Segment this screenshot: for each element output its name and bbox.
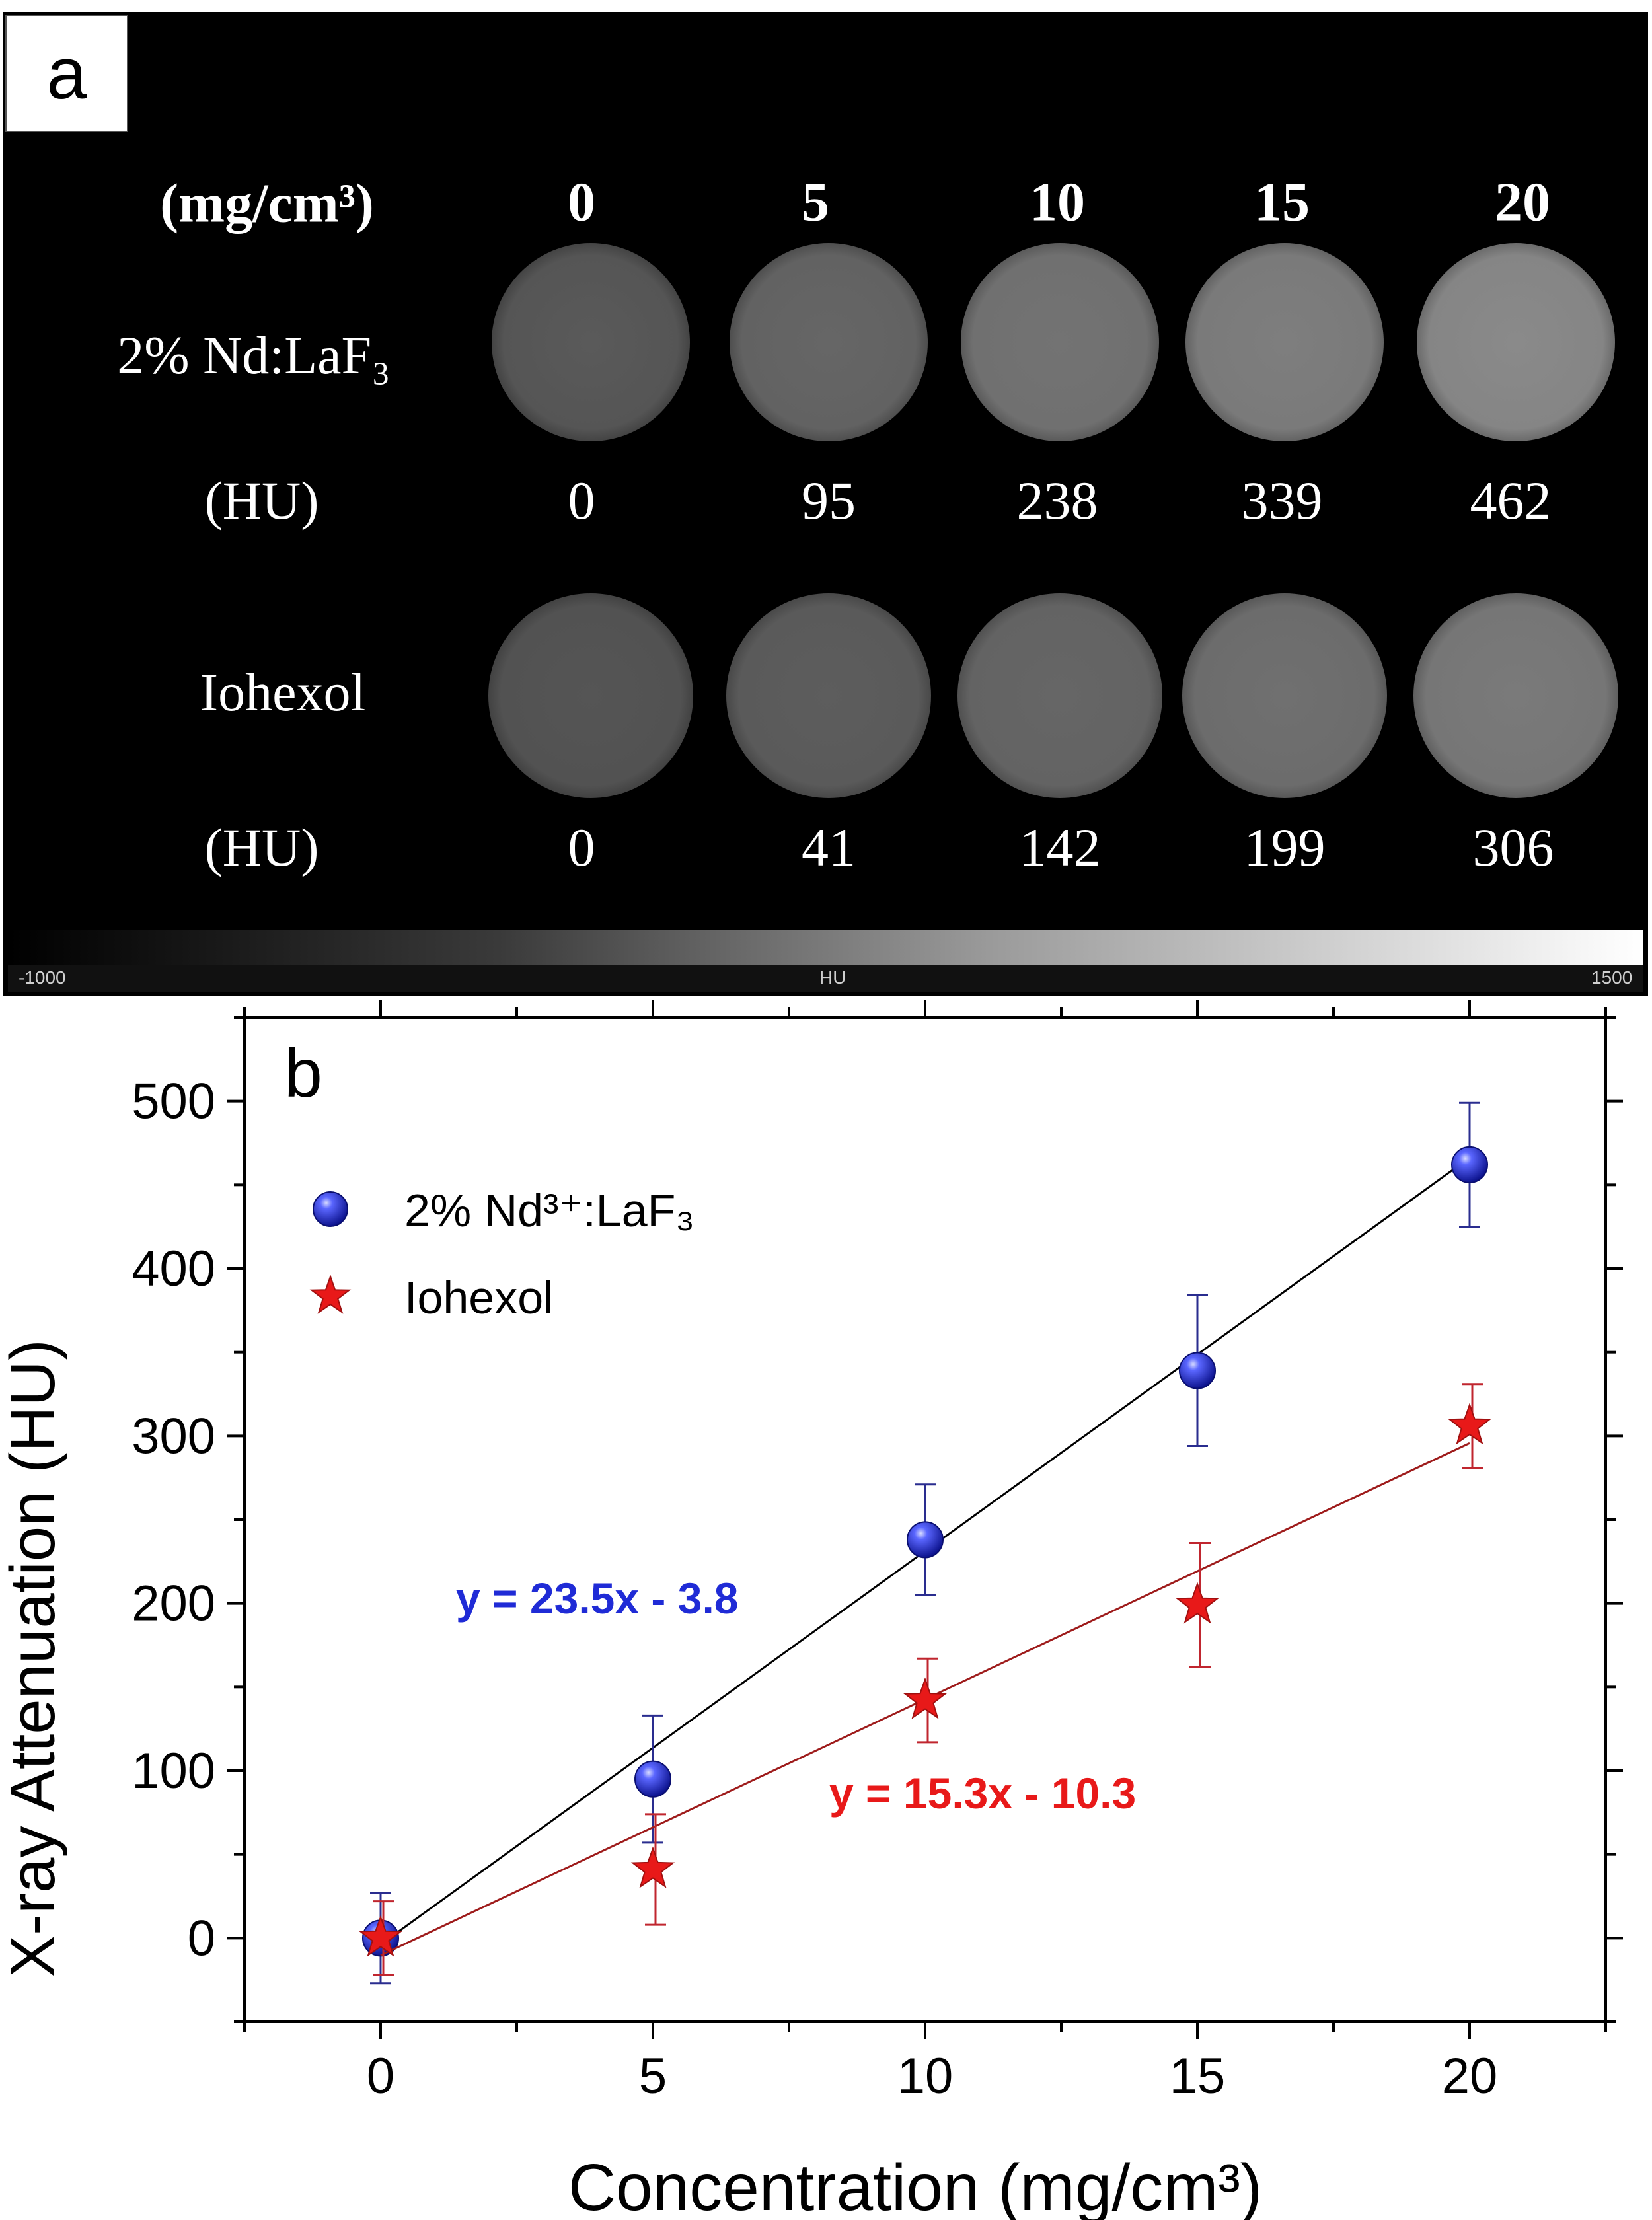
- hu-value: 95: [802, 470, 856, 531]
- data-point-iohexol: [1447, 1403, 1492, 1445]
- legend: 2% Nd³⁺:LaF₃ Iohexol: [309, 1185, 695, 1323]
- y-tick-label: 300: [131, 1408, 215, 1464]
- phantom-well: [492, 243, 690, 441]
- concentration-header-0: 0: [568, 171, 595, 233]
- data-point-iohexol: [358, 1915, 403, 1957]
- x-tick-label: 15: [1170, 2048, 1226, 2104]
- phantom-well: [726, 593, 931, 798]
- legend-marker-iohexol: [309, 1274, 352, 1314]
- hu-colorbar: [8, 930, 1643, 965]
- legend-marker-ndlaf3: [313, 1191, 348, 1227]
- hu-value: 306: [1472, 817, 1554, 877]
- legend-label-iohexol: Iohexol: [404, 1272, 554, 1323]
- hu-value: 0: [568, 470, 595, 531]
- hu-value: 41: [802, 817, 856, 877]
- x-axis-title: Concentration (mg/cm³): [568, 2151, 1262, 2220]
- colorbar-max-label: 1500: [1591, 967, 1633, 988]
- row-unit-ndlaf3: (HU): [204, 470, 319, 531]
- row-label-iohexol: Iohexol: [200, 662, 366, 722]
- hu-value: 339: [1241, 470, 1323, 531]
- row-unit-iohexol: (HU): [204, 817, 319, 877]
- hu-value: 199: [1244, 817, 1326, 877]
- data-point-ndlaf3: [1179, 1352, 1216, 1389]
- phantom-well: [1417, 243, 1615, 441]
- y-tick-label: 200: [131, 1576, 215, 1632]
- colorbar-unit-label: HU: [819, 967, 846, 988]
- data-point-ndlaf3: [907, 1521, 944, 1559]
- fit-equation-iohexol: y = 15.3x - 10.3: [829, 1769, 1136, 1818]
- series-ndlaf3: [362, 1101, 1488, 1985]
- x-tick-label: 20: [1442, 2048, 1498, 2104]
- colorbar-min-label: -1000: [19, 967, 66, 988]
- phantom-well: [730, 243, 928, 441]
- concentration-header-5: 5: [802, 171, 829, 233]
- hu-value: 462: [1470, 470, 1552, 531]
- hu-value: 238: [1016, 470, 1098, 531]
- phantom-well: [1413, 593, 1618, 798]
- phantom-well: [961, 243, 1159, 441]
- phantom-well: [1185, 243, 1384, 441]
- y-tick-label: 100: [131, 1743, 215, 1799]
- colorbar-label-strip: [8, 965, 1643, 992]
- concentration-header-20: 20: [1495, 171, 1550, 233]
- phantom-well: [488, 593, 693, 798]
- data-point-iohexol: [630, 1846, 675, 1888]
- concentration-header-10: 10: [1030, 171, 1085, 233]
- legend-label-ndlaf3: 2% Nd³⁺:LaF₃: [404, 1185, 695, 1236]
- hu-value: 142: [1019, 817, 1101, 877]
- y-tick-label: 0: [188, 1910, 215, 1966]
- fit-equation-ndlaf3: y = 23.5x - 3.8: [456, 1574, 739, 1623]
- series-iohexol: [358, 1383, 1492, 1976]
- panel-a-label: a: [5, 15, 128, 132]
- data-point-iohexol: [903, 1677, 948, 1719]
- phantom-well: [1182, 593, 1387, 798]
- y-axis-title: X-ray Attenuation (HU): [0, 1339, 68, 1978]
- row-label-ndlaf3: 2% Nd:LaF₃: [117, 325, 391, 385]
- y-tick-label: 500: [131, 1074, 215, 1130]
- concentration-header-15: 15: [1254, 171, 1310, 233]
- data-point-ndlaf3: [1451, 1146, 1488, 1183]
- ct-phantom-image: a (mg/cm³) 0 5 10 15 20 2% Nd:LaF₃ (HU) …: [3, 12, 1648, 996]
- phantom-well: [957, 593, 1162, 798]
- hu-value: 0: [568, 817, 595, 877]
- x-tick-label: 5: [639, 2048, 667, 2104]
- x-tick-label: 10: [897, 2048, 954, 2104]
- panel-b-label: b: [284, 1035, 322, 1112]
- x-tick-label: 0: [367, 2048, 394, 2104]
- concentration-unit-header: (mg/cm³): [160, 172, 374, 235]
- data-point-iohexol: [1175, 1582, 1220, 1624]
- data-point-ndlaf3: [634, 1760, 671, 1798]
- y-tick-label: 400: [131, 1241, 215, 1297]
